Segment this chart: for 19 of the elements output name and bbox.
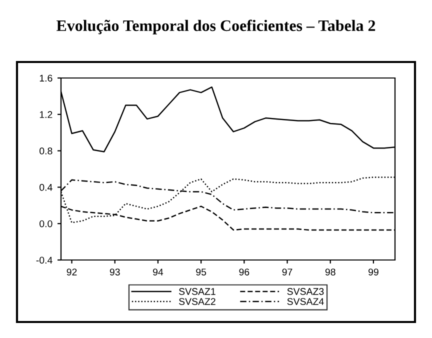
x-tick-label: 96	[239, 268, 250, 276]
x-tick-label: 93	[110, 268, 120, 276]
y-tick-label: 0.8	[40, 148, 52, 154]
y-tick-label: 0.4	[40, 184, 52, 191]
y-tick-label: -0.4	[36, 256, 52, 264]
x-tick-label: 95	[196, 268, 206, 276]
x-tick-label: 97	[282, 268, 292, 276]
y-tick-label: 0.0	[40, 220, 52, 228]
y-tick-label: 1.2	[40, 111, 52, 118]
x-tick-label: 99	[368, 268, 378, 276]
x-tick-label: 94	[153, 268, 164, 276]
legend-label: SVSAZ4	[287, 298, 324, 305]
chart-title: Evolução Temporal dos Coeficientes – Tabela 2	[56, 20, 376, 34]
y-tick-label: 1.6	[40, 74, 52, 82]
x-tick-label: 92	[66, 268, 77, 276]
legend-label: SVSAZ2	[179, 298, 216, 305]
legend-label: SVSAZ3	[287, 288, 324, 295]
x-tick-label: 98	[325, 268, 336, 276]
legend-label: SVSAZ1	[179, 288, 216, 295]
